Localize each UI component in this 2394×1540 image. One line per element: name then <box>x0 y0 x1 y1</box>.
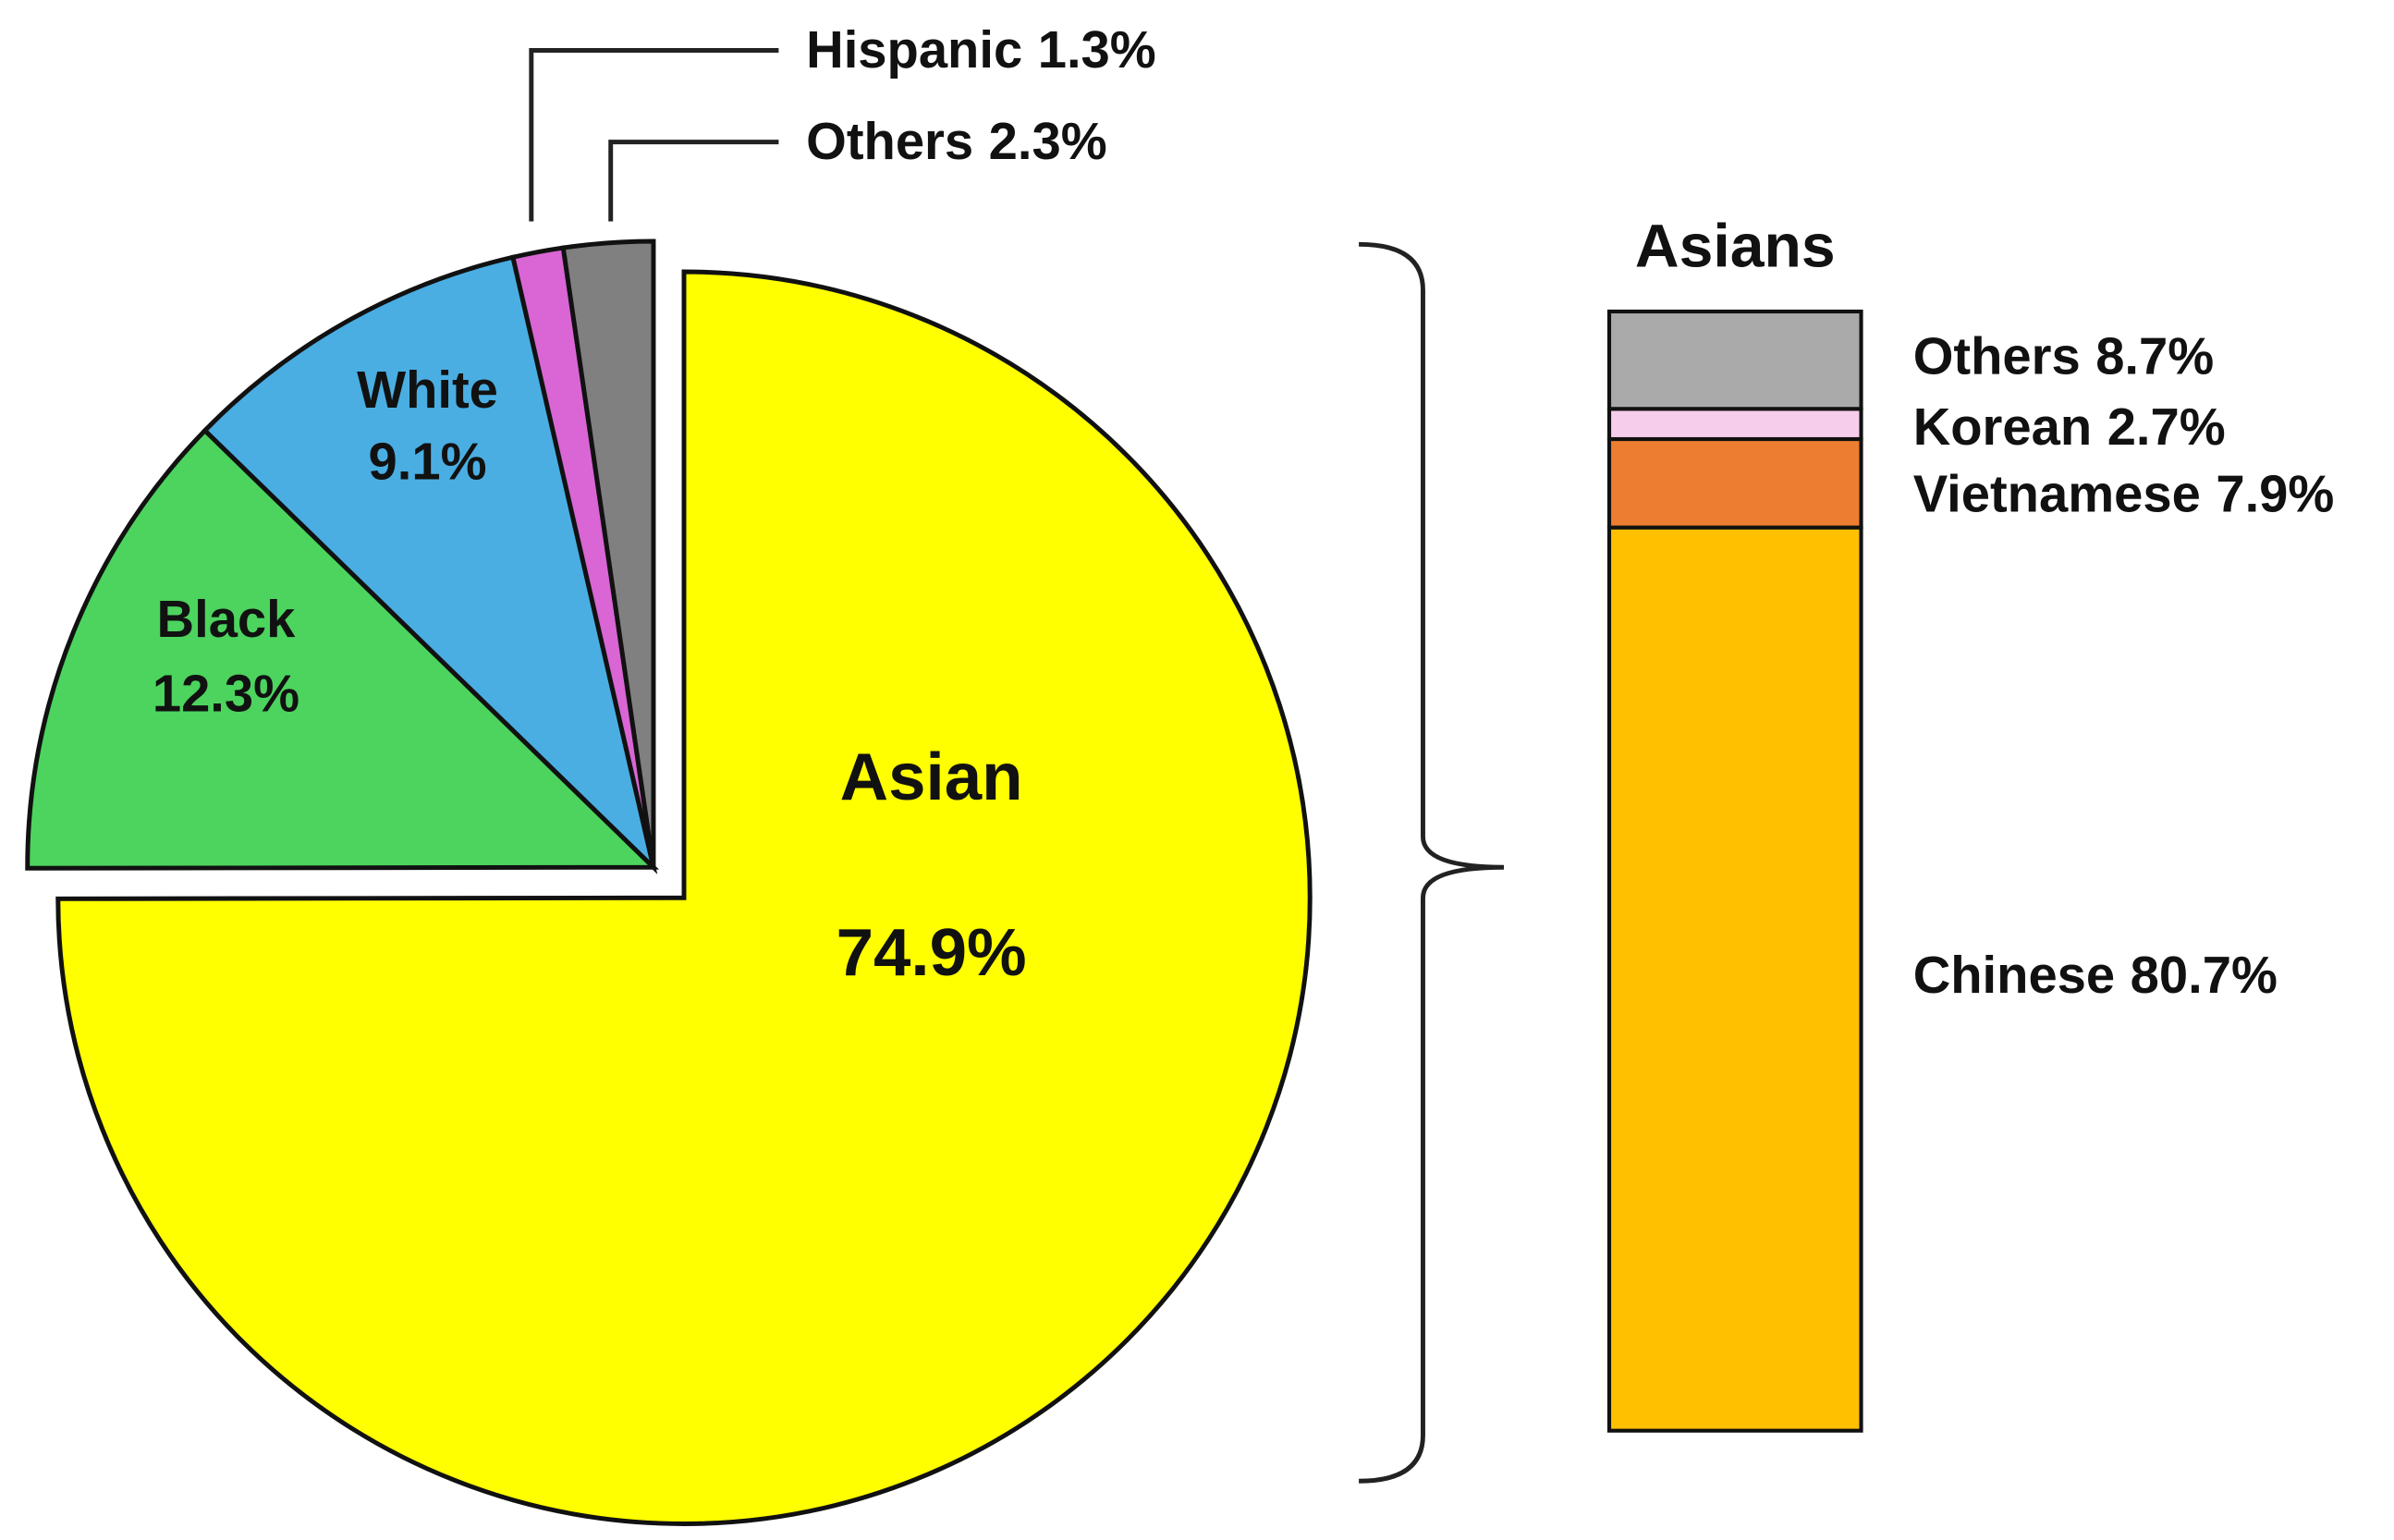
segment-value-label: 2.7% <box>2107 397 2226 456</box>
segment-value-label: 80.7% <box>2131 946 2278 1004</box>
pie-slice <box>25 427 660 871</box>
segment-label: Vietnamese 7.9% <box>1913 464 2335 522</box>
bracket <box>1359 241 1505 1484</box>
slice-category: Hispanic <box>806 20 1022 79</box>
segment-label: Korean 2.7% <box>1913 397 2226 456</box>
bar-segment <box>1606 525 1863 1433</box>
slice-label: White <box>357 361 498 419</box>
bar-segment <box>1606 407 1863 442</box>
bar-title: Asians <box>1635 212 1836 280</box>
pie-slice <box>55 269 1313 1526</box>
slice-value-label: 74.9% <box>837 915 1027 990</box>
segment-value-label: 8.7% <box>2095 326 2214 385</box>
segment-label: Chinese 80.7% <box>1913 946 2278 1004</box>
segment-label: Others 8.7% <box>1913 326 2215 385</box>
slice-label: Others 2.3% <box>806 112 1107 170</box>
slice-label: Black <box>157 590 297 648</box>
segment-category: Chinese <box>1913 946 2115 1004</box>
slice-label: Hispanic 1.3% <box>806 20 1156 79</box>
slice-value-label: 9.1% <box>368 433 486 491</box>
slice-value-label: 1.3% <box>1038 20 1156 79</box>
segment-value-label: 7.9% <box>2216 464 2334 522</box>
bar-segment <box>1606 309 1863 411</box>
bar-segment <box>1606 436 1863 530</box>
segment-category: Vietnamese <box>1913 464 2201 522</box>
leader-line <box>529 48 779 222</box>
slice-value-label: 2.3% <box>989 112 1107 170</box>
slice-label: Asian <box>840 739 1023 814</box>
slice-category: Others <box>806 112 973 170</box>
leader-line <box>608 140 779 222</box>
segment-category: Others <box>1913 326 2081 385</box>
slice-value-label: 12.3% <box>153 665 299 723</box>
pie-slice <box>202 254 658 874</box>
segment-category: Korean <box>1913 397 2092 456</box>
pie-slice <box>560 238 656 868</box>
